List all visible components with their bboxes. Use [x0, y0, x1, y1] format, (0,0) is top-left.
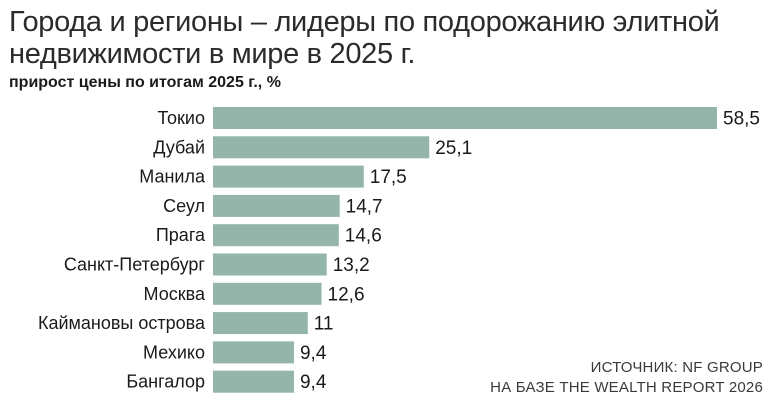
bar-10: [213, 370, 294, 393]
bar-1: [213, 107, 717, 129]
value-label: 11: [314, 314, 334, 335]
value-label: 12,6: [328, 284, 365, 305]
category-label: Дубай: [153, 137, 205, 157]
category-label: Мехико: [143, 342, 205, 362]
category-label: Каймановы острова: [38, 313, 206, 333]
chart-subtitle: прирост цены по итогам 2025 г., %: [9, 74, 281, 91]
value-label: 9,4: [300, 372, 327, 393]
value-label: 58,5: [723, 109, 760, 130]
bar-7: [213, 282, 322, 305]
category-label: Санкт-Петербург: [64, 255, 206, 275]
category-label: Бангалор: [126, 372, 205, 392]
category-label: Сеул: [163, 196, 205, 216]
bar-3: [213, 165, 364, 188]
bar-6: [213, 253, 327, 276]
bar-8: [213, 312, 308, 335]
bar-9: [213, 341, 294, 364]
value-label: 14,7: [346, 196, 383, 217]
source-line-1: ИСТОЧНИК: NF GROUP: [590, 359, 763, 376]
value-label: 17,5: [370, 167, 407, 188]
bar-5: [213, 224, 339, 247]
category-label: Прага: [156, 225, 206, 245]
bar-2: [213, 136, 430, 159]
bar-4: [213, 194, 340, 217]
source-line-2: НА БАЗЕ THE WEALTH REPORT 2026: [490, 379, 763, 396]
chart-title: Города и регионы – лидеры по подорожанию…: [9, 6, 720, 70]
value-label: 25,1: [435, 138, 472, 159]
value-label: 14,6: [345, 226, 382, 247]
category-label: Токио: [157, 108, 205, 128]
value-label: 9,4: [300, 343, 327, 364]
category-label: Манила: [139, 167, 206, 187]
category-label: Москва: [144, 284, 206, 304]
source-note: ИСТОЧНИК: NF GROUP НА БАЗЕ THE WEALTH RE…: [490, 358, 763, 398]
value-label: 13,2: [333, 255, 370, 276]
